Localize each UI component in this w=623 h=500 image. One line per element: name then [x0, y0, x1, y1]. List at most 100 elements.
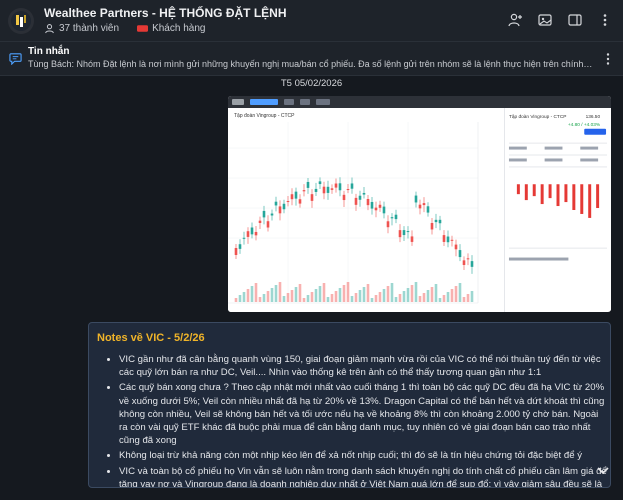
candle-body	[242, 237, 246, 239]
notes-list: VIC gần như đã cân bằng quanh vùng 150, …	[107, 353, 607, 487]
group-avatar[interactable]	[8, 8, 34, 34]
notes-bullet: Các quỹ bán xong chưa ? Theo cập nhật mớ…	[119, 381, 607, 447]
chart-stock-name: Tập đoàn Vingroup - CTCP	[234, 113, 295, 119]
candle-body	[450, 239, 454, 241]
volume-bar	[282, 296, 286, 302]
notes-bullet: VIC và toàn bộ cổ phiếu họ Vin vẫn sẽ lu…	[119, 465, 607, 487]
volume-bar	[274, 285, 278, 302]
group-subtitle: 37 thành viên Khách hàng	[44, 23, 205, 34]
candle-body	[410, 236, 414, 242]
volume-bar	[446, 292, 450, 302]
volume-bar	[318, 286, 322, 302]
volume-bar	[258, 297, 262, 302]
volume-bar	[250, 286, 254, 302]
volume-bar	[278, 282, 282, 302]
tag-icon	[137, 25, 149, 32]
candle-body	[470, 261, 474, 267]
candle-body	[290, 194, 294, 200]
candle-body	[398, 230, 402, 238]
candle-body	[302, 190, 306, 192]
notes-heading: Notes về VIC - 5/2/26	[97, 332, 205, 344]
candle-body	[378, 204, 382, 208]
add-member-icon[interactable]	[507, 12, 523, 28]
notes-bullet: VIC gần như đã cân bằng quanh vùng 150, …	[119, 353, 607, 379]
candle-body	[454, 244, 458, 250]
candle-body	[294, 191, 298, 199]
candle-body	[322, 186, 326, 194]
candle-body	[386, 221, 390, 228]
candle-body	[350, 183, 354, 189]
volume-bar	[334, 291, 338, 302]
volume-bar	[438, 298, 442, 302]
candle-body	[334, 183, 338, 188]
volume-bar	[434, 284, 438, 302]
volume-bar	[242, 292, 246, 302]
candle-body	[394, 214, 398, 220]
scroll-down-button[interactable]	[593, 460, 613, 480]
candle-body	[466, 258, 470, 260]
candle-body	[246, 231, 250, 237]
volume-bar	[366, 284, 370, 302]
candle-body	[318, 181, 322, 185]
volume-bar	[342, 285, 346, 302]
panel-stock-name: Tập đoàn Vingroup - CTCP	[509, 114, 566, 120]
date-separator: T5 05/02/2026	[280, 78, 343, 89]
volume-bar	[270, 288, 274, 302]
candle-body	[274, 201, 278, 206]
candle-body	[254, 231, 258, 236]
volume-bar	[350, 296, 354, 302]
chart-screenshot-image[interactable]: Tập đoàn Vingroup - CTCP Tập đoàn Vingro…	[228, 96, 611, 312]
volume-bar	[450, 289, 454, 302]
wealthee-logo-icon	[11, 11, 31, 31]
candle-body	[238, 244, 242, 249]
person-icon	[45, 24, 54, 34]
candle-body	[446, 236, 450, 243]
candle-body	[342, 194, 346, 201]
volume-bar	[330, 294, 334, 302]
candle-body	[282, 203, 286, 210]
candle-body	[286, 201, 290, 203]
volume-bar	[470, 291, 474, 302]
volume-bar	[426, 290, 430, 302]
panel-price: 136.50	[586, 114, 601, 120]
media-icon[interactable]	[537, 12, 553, 28]
volume-bar	[338, 288, 342, 302]
candle-body	[406, 231, 410, 233]
volume-bar	[442, 295, 446, 302]
candle-body	[358, 195, 362, 200]
volume-bar	[306, 295, 310, 302]
volume-bar	[326, 297, 330, 302]
candle-body	[266, 221, 270, 228]
candle-body	[462, 260, 466, 265]
volume-bar	[390, 283, 394, 302]
sidebar-toggle-icon[interactable]	[567, 12, 583, 28]
candle-body	[310, 194, 314, 201]
candle-body	[430, 222, 434, 230]
volume-bar	[402, 291, 406, 302]
volume-bar	[382, 289, 386, 302]
volume-bar	[422, 293, 426, 302]
chat-header: Wealthee Partners - HỆ THỐNG ĐẶT LỆNH 37…	[0, 0, 623, 42]
screenshot-toolbar	[228, 96, 611, 108]
panel-change: +4.80 / +4.03%	[568, 122, 601, 128]
candle-body	[366, 199, 370, 206]
candle-body	[370, 201, 374, 209]
candle-body	[362, 192, 366, 195]
volume-bar	[418, 296, 422, 302]
group-title[interactable]: Wealthee Partners - HỆ THỐNG ĐẶT LỆNH	[44, 6, 287, 20]
pinned-message-bar[interactable]: Tin nhắn Tùng Bách: Nhóm Đặt lệnh là nơi…	[0, 42, 623, 76]
guest-label[interactable]: Khách hàng	[152, 23, 206, 34]
volume-bar	[374, 295, 378, 302]
volume-bar	[290, 290, 294, 302]
candlestick-chart: Tập đoàn Vingroup - CTCP	[228, 108, 504, 312]
volume-bar	[302, 298, 306, 302]
member-count[interactable]: 37 thành viên	[59, 23, 120, 34]
candle-body	[250, 227, 254, 235]
pinned-more-icon[interactable]	[601, 52, 615, 66]
candle-body	[338, 183, 342, 191]
chat-bubble-icon	[9, 53, 22, 65]
volume-bar	[398, 294, 402, 302]
more-menu-icon[interactable]	[597, 12, 613, 28]
candle-body	[262, 210, 266, 218]
volume-bar	[410, 285, 414, 302]
